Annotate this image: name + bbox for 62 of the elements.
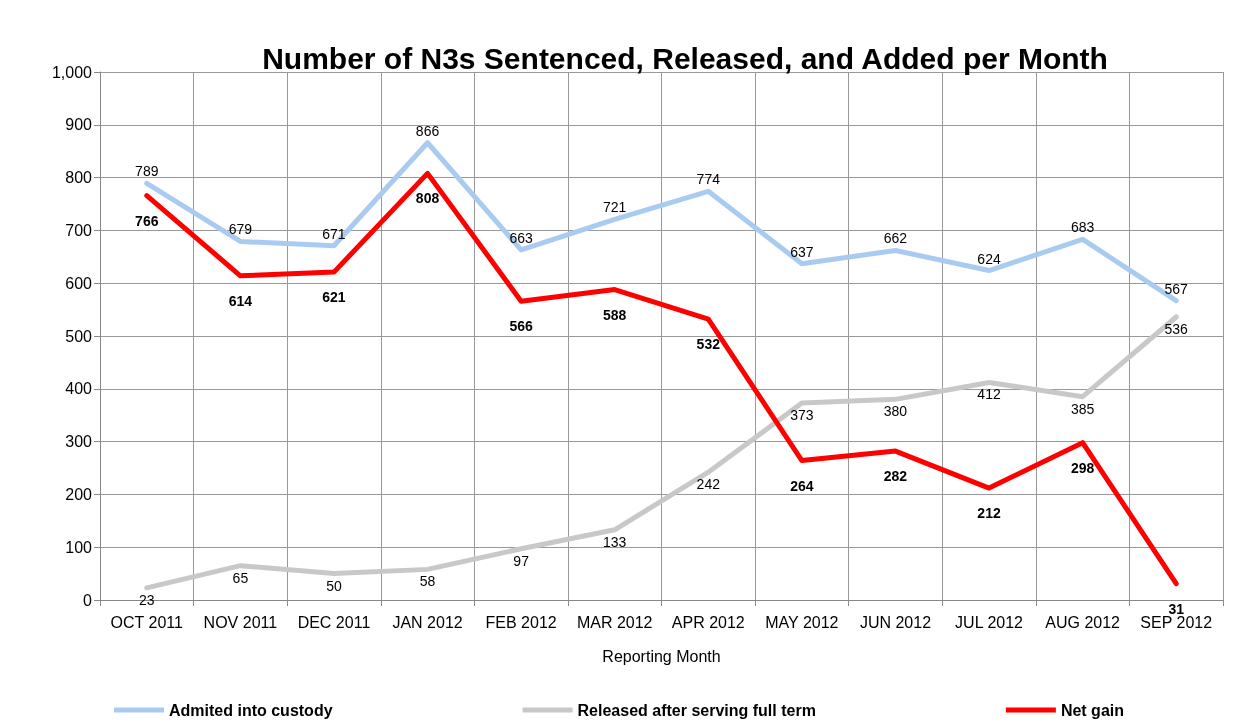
data-label: 567 — [1164, 280, 1189, 297]
data-label: 808 — [415, 190, 440, 207]
data-label: 662 — [883, 230, 908, 247]
data-label: 679 — [228, 221, 253, 238]
data-label: 614 — [228, 292, 253, 309]
data-label: 663 — [509, 229, 534, 246]
data-label: 97 — [513, 552, 530, 569]
y-tick-label: 1,000 — [51, 63, 93, 81]
data-label: 566 — [509, 318, 534, 335]
data-label: 298 — [1070, 459, 1095, 476]
data-label: 264 — [790, 477, 814, 494]
data-label: 412 — [977, 386, 1001, 403]
x-tick-label: MAR 2012 — [576, 613, 653, 631]
y-tick-label: 400 — [65, 380, 93, 398]
x-tick-label: MAY 2012 — [765, 613, 839, 631]
data-label: 536 — [1164, 320, 1189, 337]
x-tick-label: JUL 2012 — [955, 613, 1024, 631]
data-label: 766 — [135, 212, 159, 229]
x-tick-label: FEB 2012 — [485, 613, 557, 631]
data-label: 721 — [603, 199, 627, 216]
data-label: 774 — [696, 171, 721, 188]
y-tick-label: 200 — [65, 485, 93, 503]
data-label: 789 — [135, 163, 159, 180]
x-tick-label: OCT 2011 — [110, 613, 184, 631]
y-tick-label: 900 — [65, 116, 93, 134]
data-label: 683 — [1070, 219, 1095, 236]
data-label: 385 — [1070, 400, 1095, 417]
y-tick-label: 300 — [65, 433, 93, 451]
data-label: 65 — [232, 569, 249, 586]
x-tick-label: AUG 2012 — [1045, 613, 1121, 631]
data-label: 242 — [696, 476, 721, 493]
data-label: 637 — [790, 243, 814, 260]
data-label: 282 — [883, 468, 908, 485]
data-label: 588 — [603, 306, 627, 323]
y-tick-label: 800 — [65, 169, 93, 187]
legend-label: Admited into custody — [169, 701, 333, 719]
data-label: 373 — [790, 407, 814, 424]
data-label: 50 — [326, 577, 342, 594]
x-tick-label: JUN 2012 — [859, 613, 932, 631]
data-label: 621 — [322, 289, 346, 306]
data-label: 624 — [977, 250, 1001, 267]
x-tick-label: NOV 2011 — [203, 613, 278, 631]
data-label: 212 — [977, 505, 1001, 522]
y-tick-label: 0 — [83, 591, 93, 609]
x-tick-label: JAN 2012 — [392, 613, 463, 631]
chart-title: Number of N3s Sentenced, Released, and Added per Month — [262, 41, 1108, 75]
y-tick-label: 600 — [65, 274, 93, 292]
x-axis-title: Reporting Month — [602, 647, 721, 665]
data-label: 671 — [322, 225, 346, 242]
data-label: 532 — [696, 336, 721, 353]
data-label: 866 — [415, 122, 440, 139]
legend-label: Released after serving full term — [577, 701, 816, 719]
x-tick-label: APR 2012 — [671, 613, 745, 631]
x-tick-label: DEC 2011 — [297, 613, 371, 631]
data-label: 380 — [883, 403, 908, 420]
y-tick-label: 500 — [65, 327, 93, 345]
data-label: 133 — [603, 533, 627, 550]
data-label: 58 — [419, 573, 436, 590]
y-tick-label: 700 — [65, 221, 93, 239]
legend-label: Net gain — [1060, 701, 1124, 719]
data-label: 23 — [139, 591, 155, 608]
y-tick-label: 100 — [65, 538, 93, 556]
